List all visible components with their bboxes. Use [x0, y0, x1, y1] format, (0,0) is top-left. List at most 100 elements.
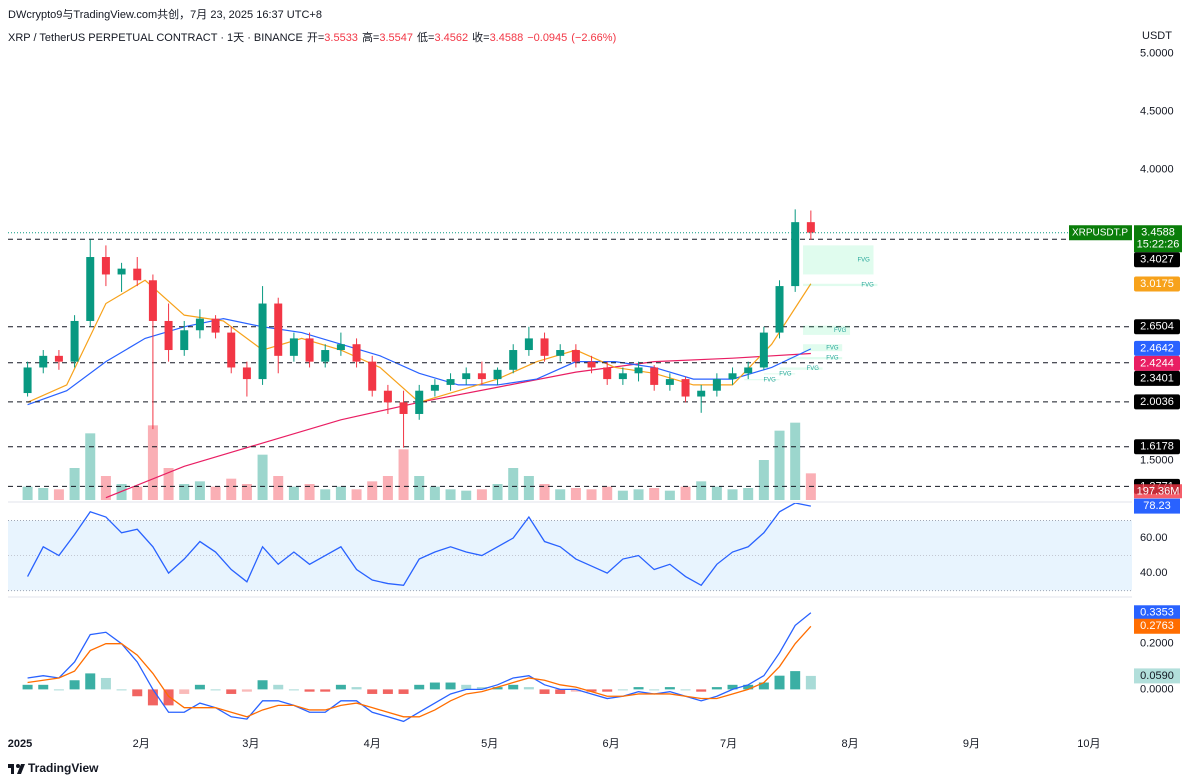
y-tick-label: 4.0000 [1140, 164, 1174, 176]
volume-bar [570, 488, 581, 500]
axis-label: 0.3353 [1140, 607, 1174, 619]
axis-label-box [1134, 252, 1180, 268]
volume-bar [351, 489, 362, 500]
currency: USDT [1142, 30, 1172, 42]
symbol-tag [1069, 225, 1132, 241]
candle-body [587, 361, 596, 368]
candle-body [70, 320, 79, 362]
volume-bar [429, 486, 440, 500]
y-tick-label: 60.00 [1140, 532, 1168, 544]
histogram-bar [38, 684, 49, 690]
histogram-bar [586, 689, 597, 692]
volume-label: 197.36M [1137, 486, 1180, 498]
volume-bar [288, 486, 299, 500]
watermark: DWcrypto9与TradingView.com共创，7月 23, 2025 … [8, 9, 322, 21]
candle-body [650, 367, 659, 385]
y-tick-label: 40.00 [1140, 567, 1168, 579]
candle-body [321, 350, 330, 362]
candle-body [697, 390, 706, 397]
candle-body [462, 373, 471, 380]
candle-body [211, 318, 220, 333]
candle-body [634, 367, 643, 374]
axis-label: 2.3401 [1140, 372, 1174, 384]
volume-bar [69, 468, 80, 500]
candle-body [415, 390, 424, 414]
histogram-bar [147, 689, 158, 706]
fvg-zone [779, 367, 823, 370]
volume-bar [100, 476, 111, 500]
candle-body [493, 369, 502, 380]
candle-body [195, 318, 204, 331]
histogram-bar [351, 687, 362, 690]
volume-bar [445, 489, 456, 500]
change: −0.0945 [527, 32, 568, 44]
histogram-bar [476, 687, 487, 690]
histogram-bar [53, 689, 64, 691]
histogram-bar [100, 677, 111, 690]
histogram-bar [367, 689, 378, 694]
candle-body [618, 373, 627, 380]
histogram-bar [335, 684, 346, 690]
volume-bar [163, 468, 174, 500]
histogram-bar [132, 689, 143, 697]
candle-body [117, 268, 126, 275]
axis-label: 3.4027 [1140, 254, 1174, 266]
fvg-label: FVG [779, 371, 792, 377]
histogram-bar [727, 684, 738, 690]
moving-average [105, 352, 811, 499]
candle-body [54, 355, 63, 362]
brand: TradingView [28, 761, 99, 775]
volume-bar [523, 476, 534, 500]
candle-body [180, 330, 189, 351]
volume-bar [774, 430, 785, 500]
fvg-label: FVG [834, 328, 847, 334]
x-tick-label: 2月 [133, 738, 150, 750]
volume-bar [38, 488, 49, 500]
volume-bar [147, 425, 158, 500]
axis-label-box [1134, 340, 1180, 356]
volume-bar [555, 489, 566, 500]
symbol-tag-text: XRPUSDT.P [1072, 227, 1128, 238]
volume-bar [461, 490, 472, 500]
volume-bar [758, 460, 769, 500]
x-tick-label: 2025 [8, 738, 32, 750]
volume-label-box [1134, 484, 1182, 499]
volume-bar [335, 486, 346, 500]
ohlc-name: 高= [361, 32, 380, 44]
indicator-line [27, 612, 812, 723]
histogram-bar [210, 689, 221, 691]
histogram-bar [241, 689, 252, 692]
fvg-zone [803, 245, 874, 275]
axis-label-box [1134, 394, 1180, 410]
histogram-bar [633, 687, 644, 690]
volume-bar [790, 422, 801, 500]
histogram-bar [680, 689, 691, 691]
volume-bar [711, 486, 722, 500]
x-tick-label: 5月 [481, 738, 498, 750]
volume-bar [727, 489, 738, 500]
histogram-bar [194, 684, 205, 690]
fvg-label: FVG [861, 283, 874, 289]
ohlc-name: 低= [417, 32, 435, 44]
axis-label: 2.4642 [1140, 342, 1174, 354]
volume-bar [85, 433, 96, 500]
moving-average [27, 318, 812, 406]
candle-body [86, 257, 95, 321]
x-tick-label: 9月 [963, 738, 980, 750]
symbol-line: XRP / TetherUS PERPETUAL CONTRACT · 1天 ·… [8, 29, 616, 45]
histogram-bar [539, 689, 550, 694]
histogram-bar [116, 689, 127, 691]
fvg-zone [803, 283, 878, 287]
candle-body [806, 222, 815, 233]
symbol: XRP / TetherUS PERPETUAL CONTRACT · 1天 ·… [8, 32, 303, 44]
volume-bar [680, 486, 691, 500]
histogram-bar [774, 675, 785, 690]
volume-bar [257, 454, 268, 500]
volume-bar [414, 476, 425, 500]
candle-body [133, 268, 142, 281]
change-pct: (−2.66%) [571, 32, 617, 44]
indicator-line [27, 503, 811, 587]
ohlc-name: 收= [472, 32, 490, 44]
ohlc-value: 3.4588 [489, 32, 524, 44]
